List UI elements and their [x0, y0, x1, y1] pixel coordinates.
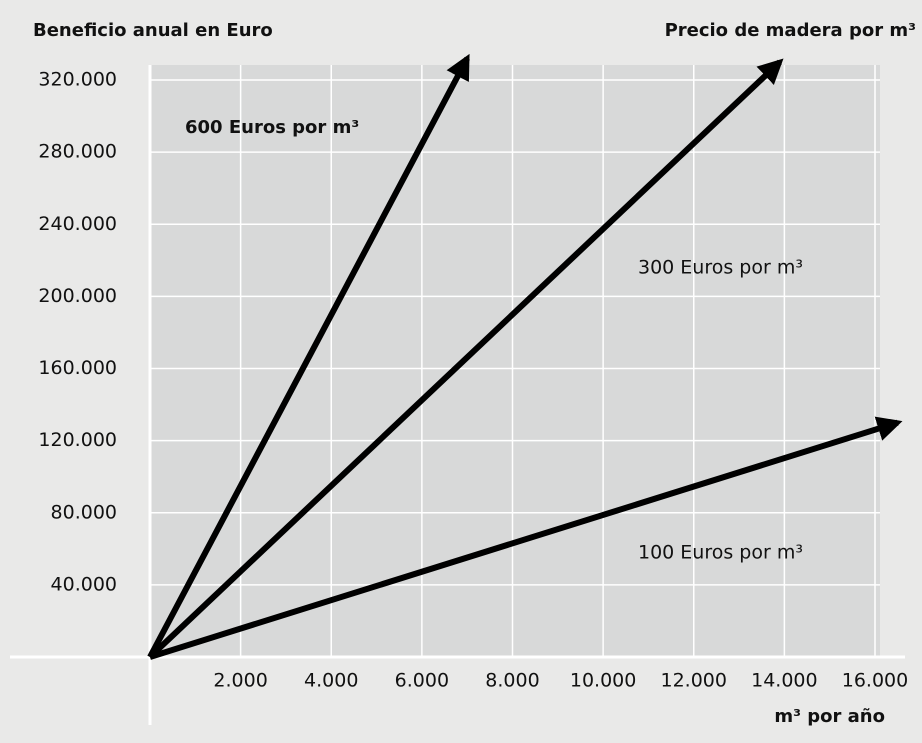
- series-label: 300 Euros por m³: [638, 257, 803, 279]
- x-tick-label: 6.000: [395, 670, 449, 692]
- x-tick-label: 12.000: [661, 670, 727, 692]
- y-axis-title: Beneficio anual en Euro: [33, 20, 273, 41]
- x-tick-label: 2.000: [213, 670, 267, 692]
- plot-area: [150, 65, 880, 657]
- y-tick-label: 240.000: [38, 213, 117, 235]
- x-tick-label: 16.000: [842, 670, 908, 692]
- x-axis-title: m³ por año: [774, 706, 885, 727]
- y-tick-label: 280.000: [38, 141, 117, 163]
- y-tick-label: 200.000: [38, 285, 117, 307]
- x-tick-label: 10.000: [570, 670, 636, 692]
- y-tick-label: 40.000: [51, 573, 117, 595]
- series-label: 100 Euros por m³: [638, 542, 803, 564]
- x-tick-label: 4.000: [304, 670, 358, 692]
- y-tick-label: 320.000: [38, 69, 117, 91]
- y-tick-label: 80.000: [51, 501, 117, 523]
- chart: Beneficio anual en Euro Precio de madera…: [0, 0, 922, 743]
- y-tick-label: 120.000: [38, 429, 117, 451]
- legend-title: Precio de madera por m³: [665, 20, 916, 41]
- x-tick-label: 14.000: [751, 670, 817, 692]
- y-tick-label: 160.000: [38, 357, 117, 379]
- x-tick-label: 8.000: [485, 670, 539, 692]
- series-label: 600 Euros por m³: [185, 117, 359, 138]
